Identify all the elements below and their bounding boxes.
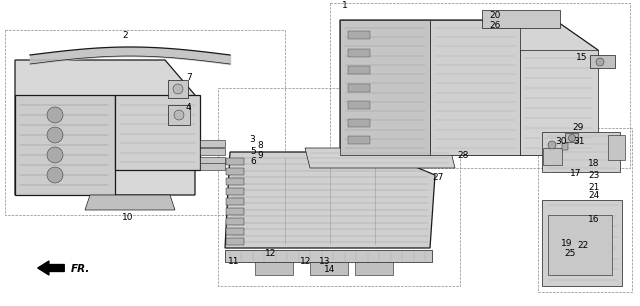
Text: 28: 28 xyxy=(457,151,468,161)
Bar xyxy=(226,188,244,195)
Polygon shape xyxy=(200,148,225,155)
Circle shape xyxy=(568,135,575,141)
Polygon shape xyxy=(355,262,393,275)
Circle shape xyxy=(47,167,63,183)
Polygon shape xyxy=(548,215,612,275)
Text: 7: 7 xyxy=(186,73,192,81)
Text: 5: 5 xyxy=(250,147,256,156)
Bar xyxy=(348,48,370,57)
Bar xyxy=(226,158,244,165)
Text: 6: 6 xyxy=(250,156,256,166)
Circle shape xyxy=(548,141,556,149)
Bar xyxy=(348,101,370,109)
Polygon shape xyxy=(608,135,625,160)
Text: 25: 25 xyxy=(564,248,575,258)
Circle shape xyxy=(173,84,183,94)
Polygon shape xyxy=(482,10,560,28)
Bar xyxy=(226,198,244,205)
Text: 31: 31 xyxy=(573,136,584,145)
Text: 23: 23 xyxy=(588,171,600,181)
Polygon shape xyxy=(200,163,225,170)
Bar xyxy=(226,228,244,235)
Text: 21: 21 xyxy=(588,184,600,192)
Polygon shape xyxy=(200,140,225,147)
Text: 2: 2 xyxy=(122,32,127,40)
Polygon shape xyxy=(225,250,432,262)
Circle shape xyxy=(596,58,604,66)
Text: 18: 18 xyxy=(588,159,600,167)
Polygon shape xyxy=(225,152,435,248)
Text: 22: 22 xyxy=(577,241,588,251)
Text: 26: 26 xyxy=(489,21,500,29)
Polygon shape xyxy=(590,55,615,68)
Circle shape xyxy=(47,107,63,123)
Text: 30: 30 xyxy=(555,136,566,145)
Bar xyxy=(348,31,370,39)
Polygon shape xyxy=(340,20,598,155)
Text: 15: 15 xyxy=(576,53,588,62)
Text: 29: 29 xyxy=(572,124,584,132)
Polygon shape xyxy=(430,20,520,155)
Bar xyxy=(348,84,370,91)
Polygon shape xyxy=(255,262,293,275)
Polygon shape xyxy=(15,60,195,195)
Polygon shape xyxy=(310,262,348,275)
Text: 3: 3 xyxy=(249,136,255,144)
Circle shape xyxy=(174,110,184,120)
Bar xyxy=(348,66,370,74)
Circle shape xyxy=(47,147,63,163)
Polygon shape xyxy=(520,50,598,155)
Polygon shape xyxy=(340,20,430,155)
Text: 27: 27 xyxy=(432,173,444,181)
Polygon shape xyxy=(168,105,190,125)
FancyArrowPatch shape xyxy=(38,261,64,275)
Polygon shape xyxy=(168,80,188,98)
Polygon shape xyxy=(562,143,568,150)
Circle shape xyxy=(47,127,63,143)
Bar xyxy=(348,136,370,144)
Text: FR.: FR. xyxy=(71,264,90,274)
Bar xyxy=(226,168,244,175)
Text: 17: 17 xyxy=(570,169,582,177)
Bar xyxy=(226,238,244,245)
Text: 12: 12 xyxy=(265,248,276,258)
Bar xyxy=(226,178,244,185)
Text: 10: 10 xyxy=(122,214,134,222)
Polygon shape xyxy=(115,95,200,170)
Polygon shape xyxy=(542,132,620,172)
Bar xyxy=(226,208,244,215)
Polygon shape xyxy=(542,200,622,286)
Text: 24: 24 xyxy=(588,192,599,200)
Polygon shape xyxy=(543,148,562,165)
Polygon shape xyxy=(200,157,225,164)
Text: 4: 4 xyxy=(186,103,191,111)
Text: 12: 12 xyxy=(300,258,312,267)
Polygon shape xyxy=(305,148,455,168)
Text: 13: 13 xyxy=(319,258,330,267)
Text: 14: 14 xyxy=(324,266,335,274)
Text: 8: 8 xyxy=(257,140,263,150)
Text: 19: 19 xyxy=(561,238,573,248)
Polygon shape xyxy=(565,133,578,142)
Text: 9: 9 xyxy=(257,151,263,159)
Text: 20: 20 xyxy=(489,12,500,21)
Bar xyxy=(226,218,244,225)
Text: 16: 16 xyxy=(588,215,600,225)
Polygon shape xyxy=(15,95,115,195)
Bar xyxy=(348,118,370,126)
Polygon shape xyxy=(85,195,175,210)
Text: 11: 11 xyxy=(228,258,239,267)
Text: 1: 1 xyxy=(342,2,348,10)
